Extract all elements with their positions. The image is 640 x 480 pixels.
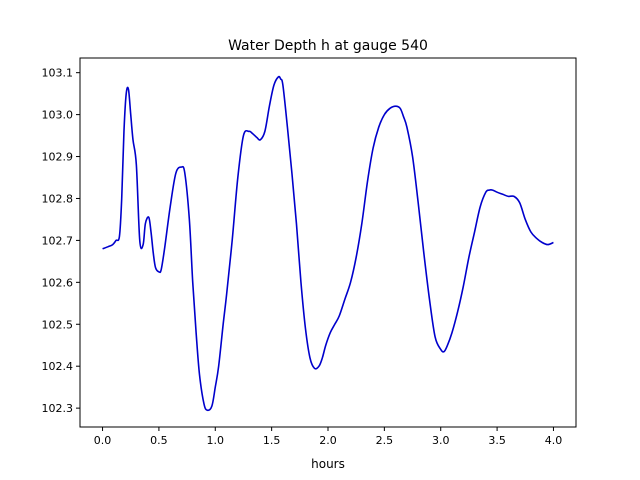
- y-tick-label: 102.8: [42, 192, 74, 205]
- series-line-0: [102, 75, 554, 412]
- x-tick-label: 1.5: [263, 434, 281, 447]
- x-axis-label: hours: [311, 457, 345, 471]
- x-tick-label: 2.0: [319, 434, 337, 447]
- x-tick-label: 3.0: [432, 434, 450, 447]
- y-tick-label: 102.9: [42, 151, 74, 164]
- x-tick-label: 4.0: [545, 434, 563, 447]
- x-tick-label: 1.0: [207, 434, 225, 447]
- y-tick-label: 102.5: [42, 318, 74, 331]
- x-tick-label: 0.5: [150, 434, 168, 447]
- chart-title: Water Depth h at gauge 540: [228, 38, 428, 54]
- plot-area: [102, 75, 554, 412]
- x-tick-label: 2.5: [376, 434, 394, 447]
- y-tick-label: 103.1: [42, 67, 74, 80]
- y-tick-label: 102.7: [42, 234, 74, 247]
- x-tick-label: 0.0: [94, 434, 112, 447]
- y-axis-ticks: 102.3 102.4 102.5 102.6 102.7 102.8 102.9 103.0…: [42, 67, 80, 415]
- x-tick-label: 3.5: [488, 434, 506, 447]
- x-axis-ticks: 0.0 0.5 1.0 1.5 2.0 2.5 3.0 3.5 4.0: [94, 427, 562, 447]
- plot-frame: [79, 57, 577, 428]
- y-tick-label: 103.0: [42, 109, 74, 122]
- y-tick-label: 102.4: [42, 360, 74, 373]
- y-tick-label: 102.6: [42, 276, 74, 289]
- y-tick-label: 102.3: [42, 402, 74, 415]
